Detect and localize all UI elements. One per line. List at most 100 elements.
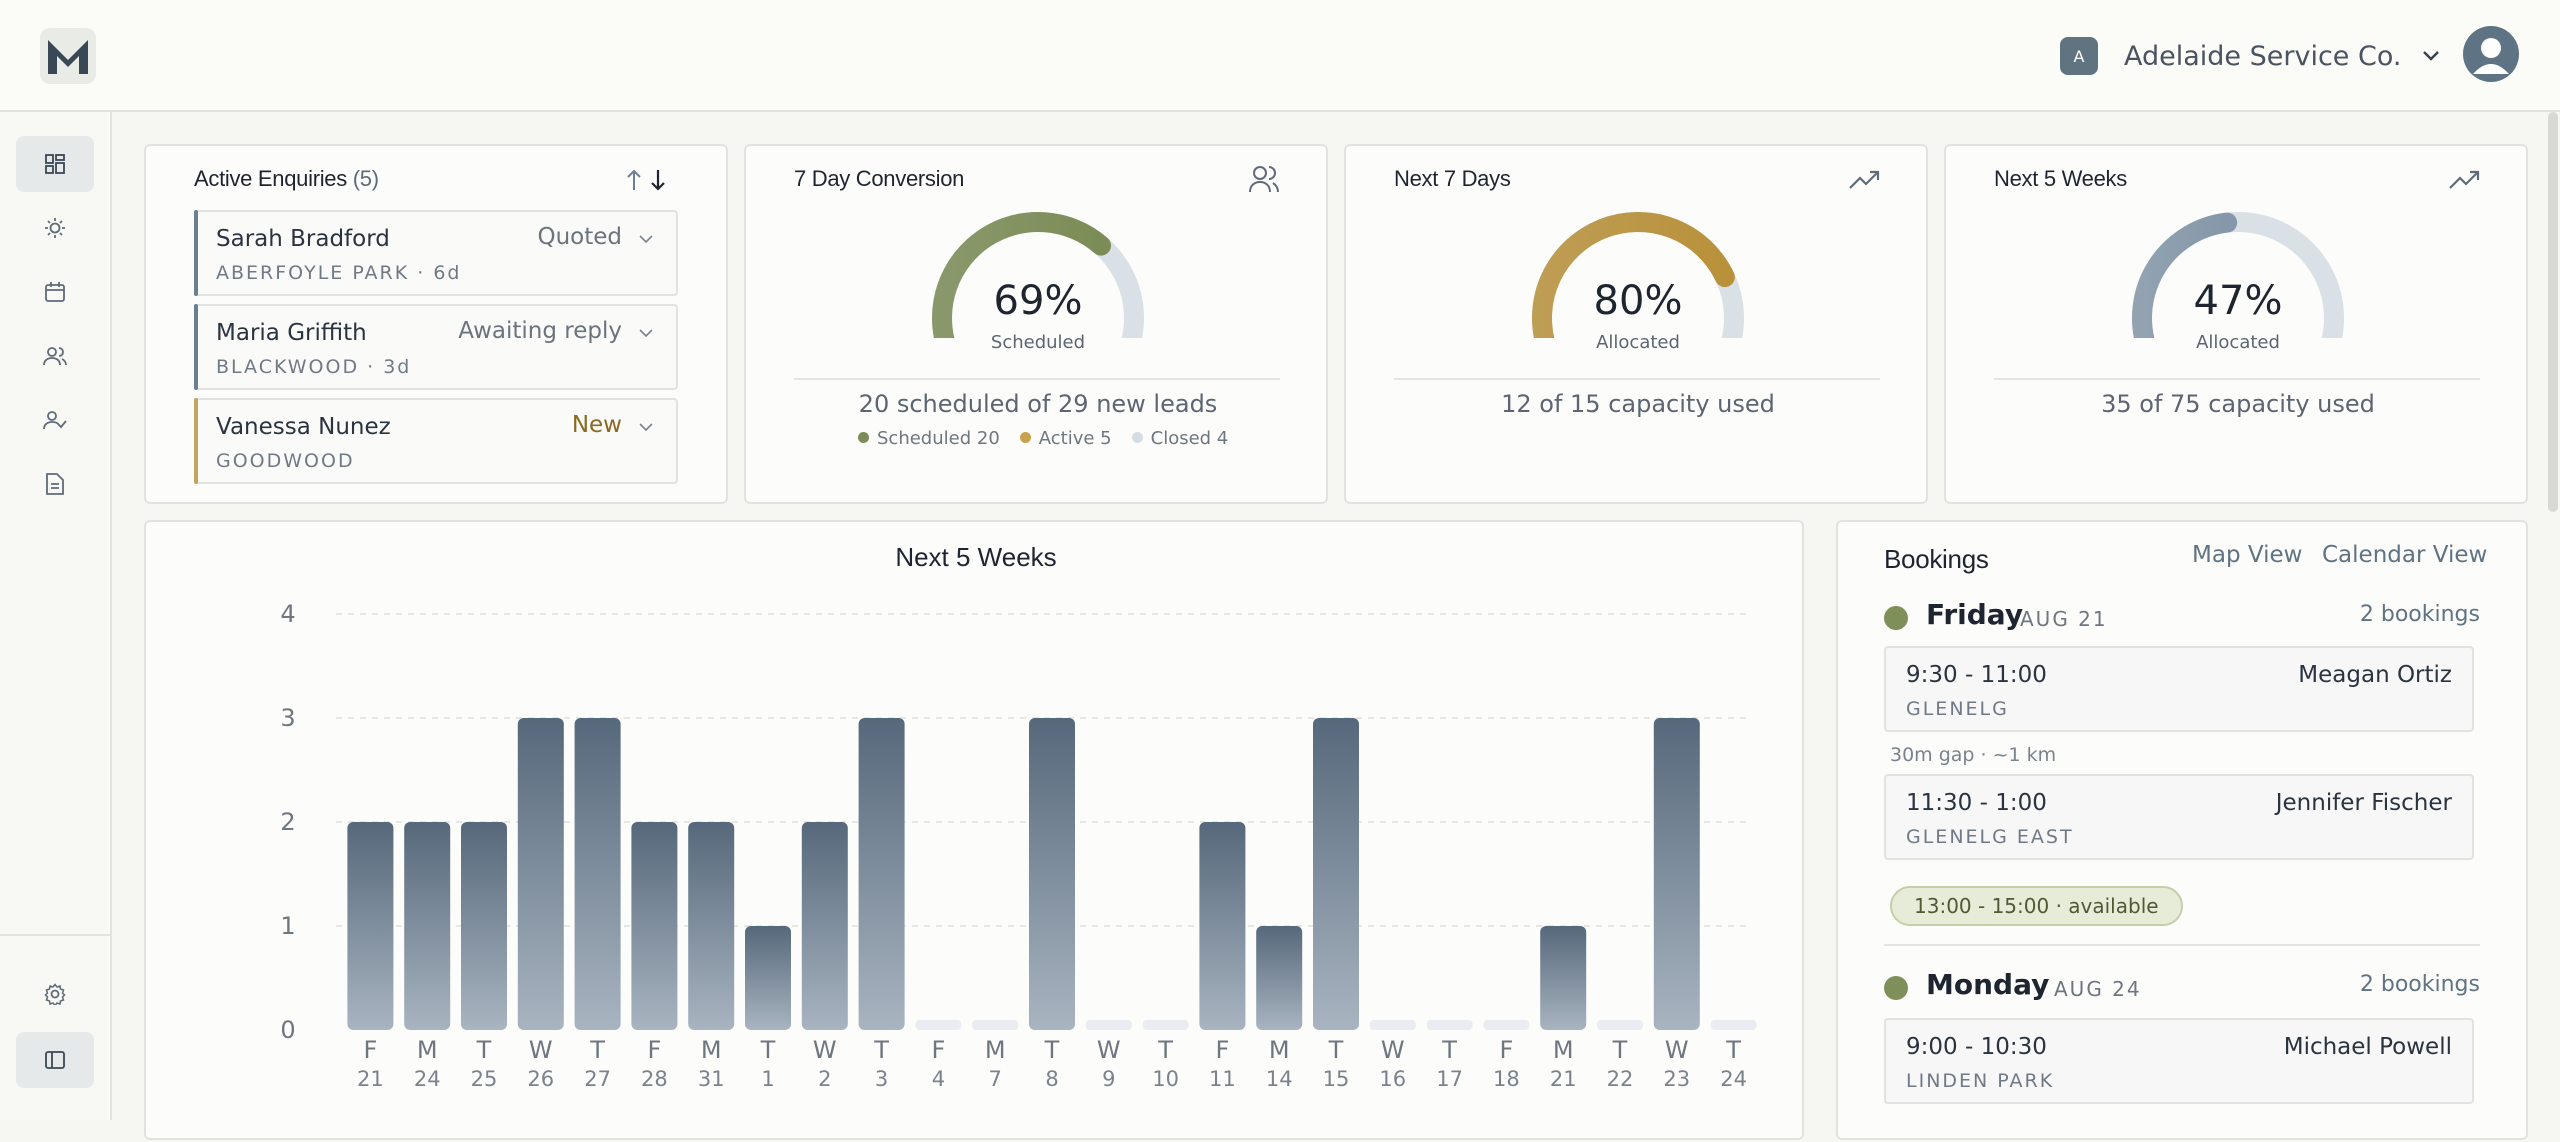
legend-dot	[1131, 432, 1143, 443]
user-avatar[interactable]	[2463, 26, 2519, 82]
x-tick-date: 28	[641, 1067, 668, 1091]
bookings-card: Bookings Map View Calendar View Friday A…	[1836, 520, 2528, 1140]
gauge-summary: 12 of 15 capacity used	[1501, 390, 1775, 418]
x-tick-day: T	[1612, 1036, 1628, 1064]
x-tick-date: 1	[761, 1067, 774, 1091]
chart-bar-empty[interactable]	[972, 1020, 1019, 1030]
chart-bar-empty[interactable]	[915, 1020, 962, 1030]
people-icon	[1249, 166, 1279, 193]
enquiry-status[interactable]: Quoted	[537, 224, 622, 250]
booking-item[interactable]: 9:30 - 11:00 Meagan Ortiz GLENELG	[1884, 646, 2474, 732]
chart-bar[interactable]	[517, 718, 564, 1030]
gauge-summary: 35 of 75 capacity used	[2101, 390, 2375, 418]
enquiry-location: ABERFOYLE PARK · 6d	[216, 262, 462, 284]
sidebar-item-calendar[interactable]	[16, 264, 94, 320]
chart-bar-empty[interactable]	[1710, 1020, 1757, 1030]
chart-bar[interactable]	[461, 822, 507, 1030]
user-check-icon	[43, 411, 67, 430]
chart-bar[interactable]	[688, 822, 735, 1030]
document-icon	[46, 473, 64, 495]
chart-bar[interactable]	[347, 822, 394, 1030]
sidebar-item-user-check[interactable]	[16, 392, 94, 448]
gauge-label: Allocated	[2196, 332, 2280, 353]
booking-item[interactable]: 11:30 - 1:00 Jennifer Fischer GLENELG EA…	[1884, 774, 2474, 860]
gauge-label: Allocated	[1596, 332, 1680, 353]
chevron-down-icon[interactable]	[638, 328, 654, 338]
x-tick-day: T	[476, 1036, 492, 1064]
sidebar-item-settings[interactable]	[16, 966, 94, 1022]
next-7-days-gauge	[1532, 212, 1744, 338]
chart-bar[interactable]	[574, 718, 621, 1030]
sort-ascending-icon[interactable]	[624, 168, 644, 192]
chart-bar-empty[interactable]	[1597, 1020, 1643, 1030]
x-tick-date: 26	[527, 1067, 554, 1091]
chart-bar-empty[interactable]	[1085, 1020, 1132, 1030]
chart-bar-empty[interactable]	[1142, 1020, 1189, 1030]
x-tick-day: F	[1215, 1036, 1229, 1064]
enquiry-location: BLACKWOOD · 3d	[216, 356, 412, 378]
sidebar	[0, 112, 112, 1120]
gauge-percent: 80%	[1593, 278, 1683, 324]
page-scrollbar[interactable]	[2548, 112, 2558, 512]
booking-customer: Jennifer Fischer	[2275, 790, 2452, 816]
calendar-icon	[45, 282, 65, 302]
sidebar-item-sun[interactable]	[16, 200, 94, 256]
chart-bar[interactable]	[1540, 926, 1587, 1030]
org-switcher[interactable]: A Adelaide Service Co.	[2060, 36, 2441, 76]
enquiry-status[interactable]: New	[571, 412, 622, 438]
chart-bar-empty[interactable]	[1426, 1020, 1473, 1030]
enquiry-name: Sarah Bradford	[216, 226, 390, 252]
chart-bar[interactable]	[801, 822, 848, 1030]
x-tick-day: M	[1553, 1036, 1574, 1064]
calendar-view-link[interactable]: Calendar View	[2322, 542, 2488, 568]
map-view-link[interactable]: Map View	[2192, 542, 2303, 568]
x-tick-date: 3	[875, 1067, 888, 1091]
next-7-days-card: Next 7 Days 80% Allocated 12 of 15 capac…	[1344, 144, 1928, 504]
booking-time: 9:00 - 10:30	[1906, 1034, 2047, 1060]
x-tick-day: T	[1328, 1036, 1344, 1064]
chart-bar[interactable]	[745, 926, 791, 1030]
chart-bar[interactable]	[404, 822, 451, 1030]
available-slot[interactable]: 13:00 - 15:00 · available	[1890, 886, 2183, 926]
sidebar-item-document[interactable]	[16, 456, 94, 512]
sidebar-divider	[0, 934, 110, 936]
divider	[1394, 378, 1880, 380]
sort-descending-icon[interactable]	[648, 168, 668, 192]
enquiry-accent-bar	[194, 304, 198, 390]
sidebar-item-dashboard[interactable]	[16, 136, 94, 192]
enquiry-item[interactable]: Maria Griffith BLACKWOOD · 3d Awaiting r…	[194, 304, 678, 390]
sidebar-toggle[interactable]	[16, 1032, 94, 1088]
enquiry-name: Maria Griffith	[216, 320, 367, 346]
x-tick-day: T	[1157, 1036, 1173, 1064]
app-logo[interactable]	[40, 28, 96, 84]
enquiry-accent-bar	[194, 210, 198, 296]
chart-bar[interactable]	[1653, 718, 1700, 1030]
org-badge: A	[2060, 37, 2098, 75]
x-tick-date: 18	[1493, 1067, 1520, 1091]
x-tick-date: 8	[1045, 1067, 1058, 1091]
booking-customer: Michael Powell	[2283, 1034, 2452, 1060]
chevron-down-icon[interactable]	[638, 234, 654, 244]
y-tick-label: 1	[280, 912, 295, 940]
chart-bar[interactable]	[631, 822, 678, 1030]
chart-bar[interactable]	[858, 718, 905, 1030]
x-tick-day: W	[813, 1036, 837, 1064]
x-tick-date: 21	[1550, 1067, 1577, 1091]
x-tick-date: 2	[818, 1067, 831, 1091]
chart-bar[interactable]	[1029, 718, 1075, 1030]
enquiry-item[interactable]: Vanessa Nunez GOODWOOD New	[194, 398, 678, 484]
top-bar: A Adelaide Service Co.	[0, 0, 2560, 112]
chart-bar[interactable]	[1199, 822, 1246, 1030]
chart-bar[interactable]	[1313, 718, 1359, 1030]
chart-bar[interactable]	[1256, 926, 1303, 1030]
booking-item[interactable]: 9:00 - 10:30 Michael Powell LINDEN PARK	[1884, 1018, 2474, 1104]
chevron-down-icon[interactable]	[638, 422, 654, 432]
chart-bar-empty[interactable]	[1369, 1020, 1416, 1030]
enquiry-status[interactable]: Awaiting reply	[458, 318, 622, 344]
enquiry-item[interactable]: Sarah Bradford ABERFOYLE PARK · 6d Quote…	[194, 210, 678, 296]
bar-chart: 01234F21M24T25W26T27F28M31T1W2T3F4M7T8W9…	[280, 600, 1757, 1091]
sidebar-item-people[interactable]	[16, 328, 94, 384]
chart-bar-empty[interactable]	[1483, 1020, 1530, 1030]
enquiry-location: GOODWOOD	[216, 450, 355, 472]
x-tick-day: T	[873, 1036, 889, 1064]
